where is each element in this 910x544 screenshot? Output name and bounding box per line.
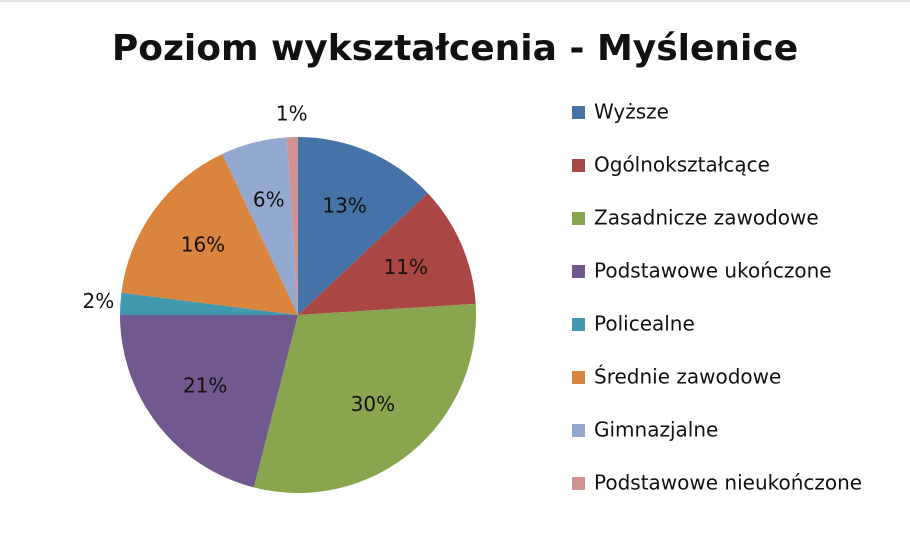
pie-slice — [222, 137, 298, 315]
legend-label: Wyższe — [594, 100, 669, 124]
pie-slice — [298, 193, 476, 315]
legend-swatch — [572, 106, 585, 119]
legend-swatch — [572, 477, 585, 490]
data-label: 16% — [181, 232, 225, 256]
pie-slice — [119, 315, 298, 488]
legend-label: Zasadnicze zawodowe — [594, 206, 819, 230]
data-label: 21% — [183, 374, 227, 398]
legend-label: Podstawowe nieukończone — [594, 471, 862, 495]
pie-slice — [121, 153, 298, 315]
legend-label: Podstawowe ukończone — [594, 259, 832, 283]
data-label: 11% — [384, 255, 428, 279]
pie-slice — [298, 137, 428, 315]
legend-swatch — [572, 424, 585, 437]
data-label: 2% — [83, 289, 115, 313]
legend-label: Średnie zawodowe — [594, 365, 781, 389]
legend-swatch — [572, 159, 585, 172]
data-label: 30% — [351, 392, 395, 416]
pie-slice — [120, 292, 298, 315]
data-label: 1% — [276, 102, 308, 126]
legend-swatch — [572, 212, 585, 225]
chart-title: Poziom wykształcenia - Myślenice — [112, 28, 798, 69]
pie-slice — [253, 303, 476, 494]
legend-label: Ogólnokształcące — [594, 153, 770, 177]
data-label: 6% — [253, 188, 285, 212]
legend-swatch — [572, 371, 585, 384]
legend-label: Policealne — [594, 312, 695, 336]
legend-swatch — [572, 318, 585, 331]
pie-slice — [286, 137, 298, 315]
legend-swatch — [572, 265, 585, 278]
data-label: 13% — [322, 194, 366, 218]
legend-label: Gimnazjalne — [594, 418, 718, 442]
